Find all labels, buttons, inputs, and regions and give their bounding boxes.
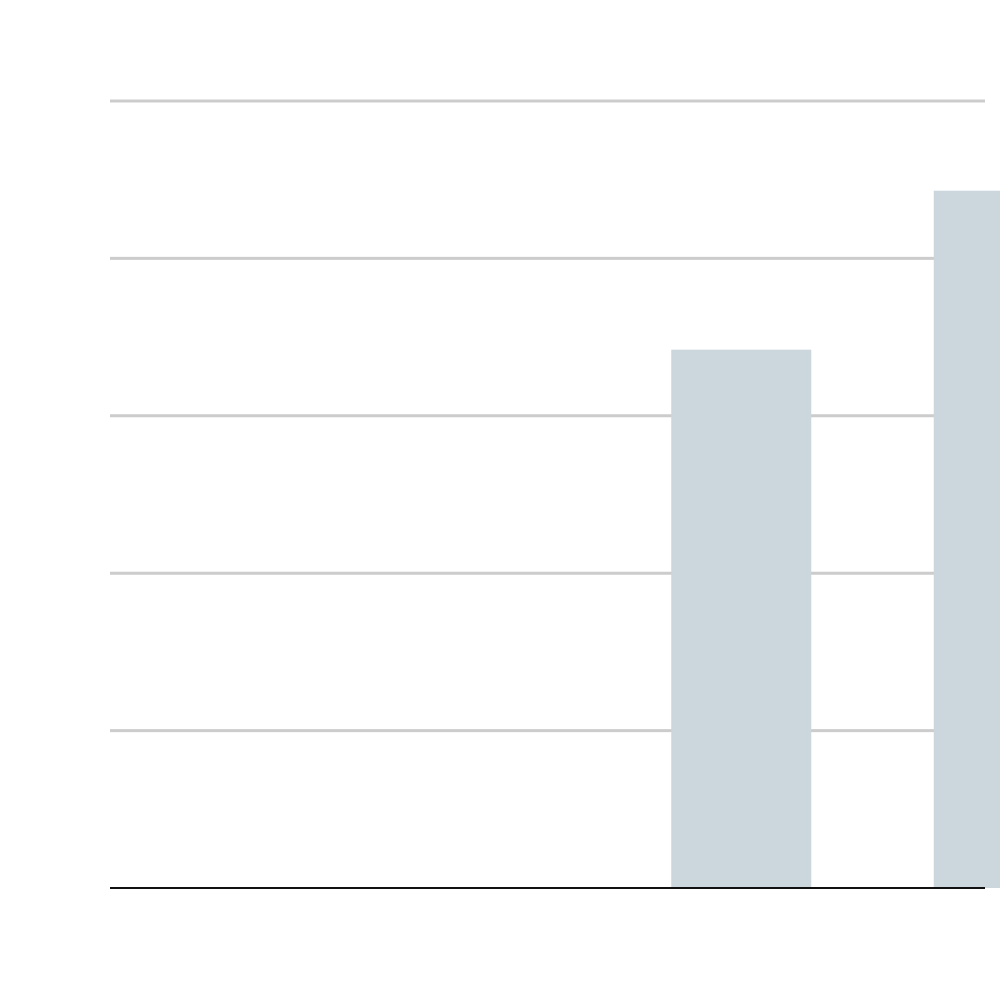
bar — [671, 349, 812, 888]
bars — [671, 190, 1000, 888]
gridlines — [110, 99, 985, 733]
bar — [933, 190, 1000, 888]
